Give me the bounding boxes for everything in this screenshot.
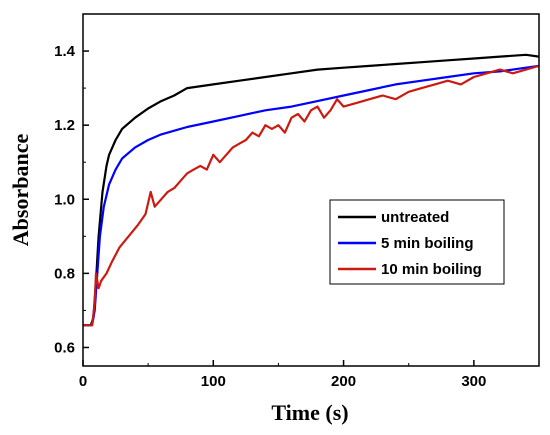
y-tick-label: 1.2 — [54, 117, 75, 134]
series-layer — [83, 53, 539, 327]
series-line-2 — [83, 64, 539, 327]
x-axis-title: Time (s) — [271, 400, 348, 425]
y-tick-label: 0.8 — [54, 265, 75, 282]
y-axis-title: Absorbance — [8, 134, 33, 247]
y-tick-label: 0.6 — [54, 339, 75, 356]
x-tick-label: 200 — [331, 373, 356, 390]
y-tick-label: 1.0 — [54, 191, 75, 208]
x-tick-label: 0 — [79, 373, 87, 390]
legend: untreated 5 min boiling 10 min boiling — [329, 199, 505, 285]
y-tick-label: 1.4 — [54, 43, 76, 60]
x-tick-label: 100 — [201, 373, 226, 390]
x-tick-label: 300 — [461, 373, 486, 390]
series-line-0 — [83, 53, 539, 327]
plot-frame — [82, 13, 540, 367]
legend-label: untreated — [381, 209, 449, 226]
tick-layer: 0 100 200 300 0.6 0.8 1.0 1.2 1.4 — [54, 13, 486, 390]
legend-label: 10 min boiling — [381, 261, 482, 278]
legend-label: 5 min boiling — [381, 235, 474, 252]
series-line-1 — [83, 64, 539, 327]
